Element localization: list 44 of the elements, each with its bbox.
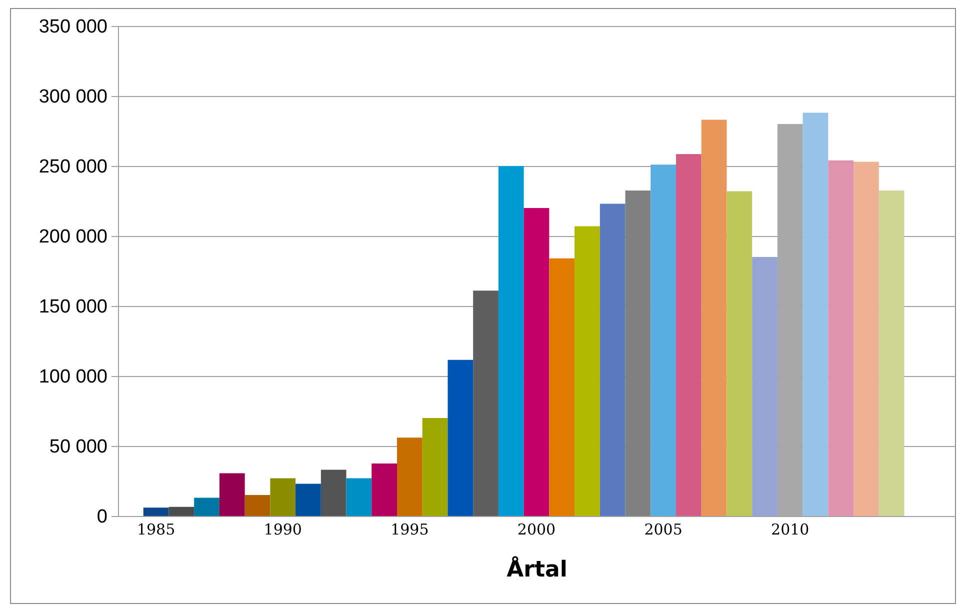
bar <box>498 166 524 516</box>
bar <box>270 478 296 516</box>
bar <box>802 112 828 516</box>
bar <box>397 438 422 516</box>
bar <box>244 495 270 516</box>
y-tick-label: 350 000 <box>38 16 108 38</box>
y-tick-label: 200 000 <box>38 226 108 248</box>
x-tick-label: 2010 <box>771 520 810 538</box>
bar <box>143 508 169 516</box>
bar <box>878 190 904 516</box>
y-tick-label: 250 000 <box>38 156 108 178</box>
x-tick-label: 2000 <box>517 520 556 538</box>
bar <box>372 464 397 516</box>
bar <box>676 154 702 516</box>
bar <box>194 498 220 516</box>
bar <box>524 208 550 516</box>
bar <box>854 162 879 516</box>
bar <box>296 484 321 516</box>
y-tick-label: 100 000 <box>38 366 108 388</box>
x-tick-label: 1990 <box>264 520 302 538</box>
x-tick-label: 1995 <box>390 520 429 538</box>
y-tick-label: 0 <box>96 506 108 528</box>
bar <box>650 164 676 516</box>
y-tick-label: 300 000 <box>38 86 108 108</box>
y-tick-label: 150 000 <box>38 296 108 318</box>
bar <box>473 290 498 516</box>
bar <box>219 473 245 516</box>
bar <box>320 470 346 516</box>
bar <box>346 478 372 516</box>
bar <box>701 120 727 516</box>
bar <box>448 360 474 516</box>
bar <box>600 204 626 516</box>
bar <box>574 226 600 516</box>
bar <box>549 258 575 516</box>
x-tick-label: 1985 <box>136 520 176 538</box>
bar <box>625 190 651 516</box>
y-tick-label: 50 000 <box>49 436 108 458</box>
bar <box>752 257 778 516</box>
x-tick-label: 2005 <box>644 520 682 538</box>
x-axis-title: Årtal <box>506 556 568 582</box>
bar <box>422 418 448 516</box>
bar <box>726 191 752 516</box>
bar <box>168 506 194 516</box>
bar <box>828 160 854 516</box>
